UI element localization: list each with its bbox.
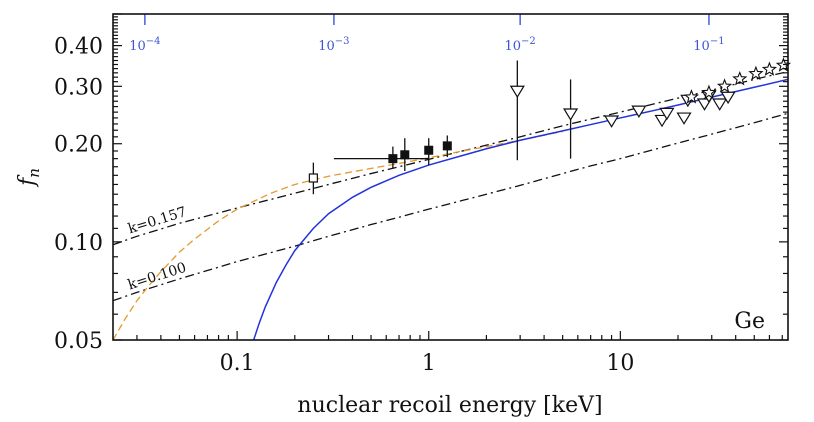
top-axis-tick-exponent: −1 [710,36,725,47]
y-tick-label: 0.30 [54,75,103,100]
marker-open-triangle [563,108,579,121]
marker-open-star [748,65,764,81]
top-axis-tick-label: 10−3 [318,36,349,54]
marker-filled-square [442,141,452,151]
top-axis-tick-base: 10 [318,39,335,54]
panel-label: Ge [734,309,765,334]
data-point-open-triangle-down [509,60,525,161]
x-tick-label: 0.1 [220,351,255,376]
y-tick-label: 0.10 [54,231,103,256]
y-tick-label: 0.20 [54,133,103,158]
top-axis-tick-exponent: −4 [146,36,161,47]
marker-open-triangle [696,98,713,111]
marker-open-star [732,70,748,86]
data-point-filled-square [333,146,429,169]
x-axis-label: nuclear recoil energy [keV] [297,393,602,418]
data-point-filled-square [424,138,434,166]
marker-open-square [308,173,318,183]
marker-open-triangle [676,112,692,125]
data-point-open-star [748,65,764,81]
curve-dashed [113,130,563,340]
y-tick-label: 0.05 [54,329,103,354]
data-point-open-star [732,70,748,86]
curve-k0157 [113,70,788,246]
marker-filled-square [424,145,434,155]
marker-open-triangle [712,98,728,111]
data-point-open-triangle-down [696,98,713,111]
top-axis-tick-label: 10−4 [129,36,160,54]
data-point-open-star [701,84,717,100]
marker-open-triangle [720,91,736,105]
data-point-open-triangle-down [604,115,620,128]
data-point-open-square [308,162,318,195]
data-point-open-triangle-down [720,91,736,105]
data-point-filled-square [400,138,410,171]
y-tick-label: 0.40 [54,35,103,60]
plot-frame [112,13,789,341]
top-axis-tick-label: 10−1 [693,36,724,54]
data-point-open-triangle-down [654,114,670,128]
x-tick-label: 1 [422,351,436,376]
top-axis-tick-exponent: −3 [335,36,350,47]
marker-open-triangle [604,115,620,128]
marker-open-star [716,78,733,93]
top-axis-tick-base: 10 [129,39,146,54]
top-axis-tick-base: 10 [693,39,710,54]
y-axis-label-subscript: n [25,168,43,178]
data-point-layer [308,57,792,195]
marker-open-star [761,61,778,76]
top-axis-tick-base: 10 [504,39,521,54]
marker-filled-square [400,150,410,160]
data-point-open-triangle-down [563,79,579,159]
marker-open-triangle [659,107,675,121]
marker-open-star [701,84,717,100]
marker-open-triangle [509,85,525,99]
curve-k0100 [113,112,788,302]
data-point-open-star [683,89,700,104]
x-tick-label: 10 [606,351,634,376]
marker-open-triangle [654,114,670,128]
data-point-open-star [761,61,778,76]
marker-open-triangle [631,105,647,119]
marker-open-star [683,89,700,104]
top-axis-tick-exponent: −2 [521,36,536,47]
data-point-filled-square [442,135,452,158]
data-point-open-triangle-down [659,107,675,121]
data-point-open-triangle-down [712,98,728,111]
data-point-open-star [716,78,733,93]
marker-filled-square [388,154,398,164]
data-point-open-triangle-down [631,105,647,119]
top-axis-tick-label: 10−2 [504,36,535,54]
data-point-open-triangle-down [676,112,692,125]
